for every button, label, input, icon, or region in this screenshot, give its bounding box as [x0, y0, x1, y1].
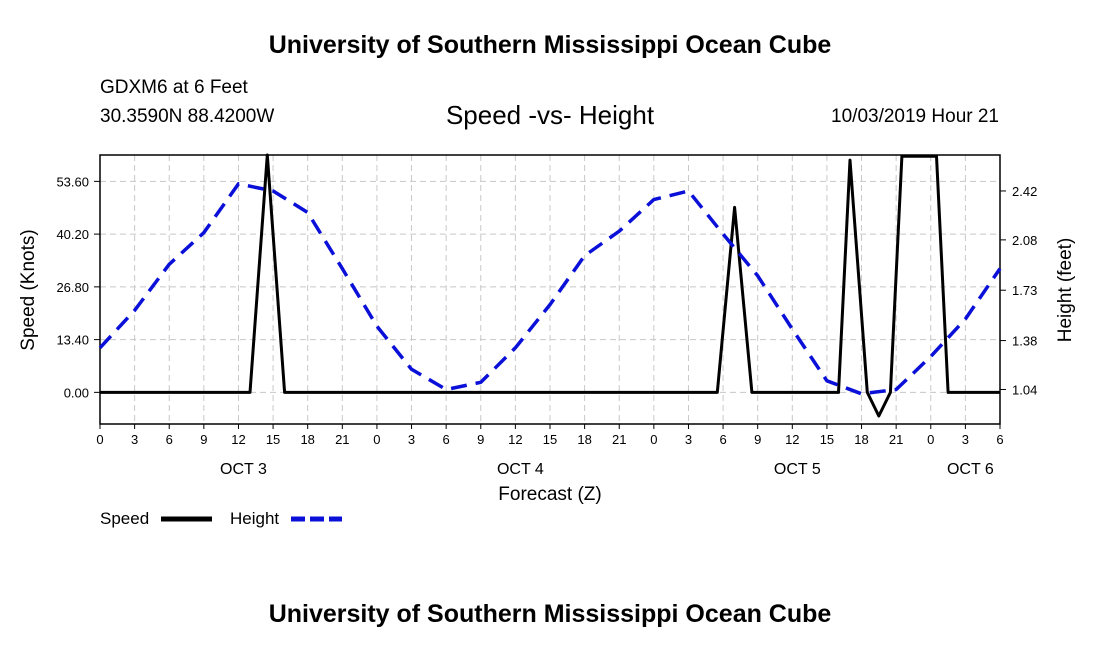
y-axis-title: Speed (Knots) — [18, 229, 39, 350]
x-tick-label: 9 — [754, 432, 761, 447]
y-tick-label: 26.80 — [56, 280, 89, 295]
x-tick-label: 6 — [719, 432, 726, 447]
coordinates-label: 30.3590N 88.4200W — [100, 106, 275, 127]
x-tick-label: 12 — [785, 432, 799, 447]
chart-axes — [94, 154, 1006, 429]
x-tick-label: 0 — [927, 432, 934, 447]
x-tick-label: 3 — [685, 432, 692, 447]
x-tick-label: 18 — [577, 432, 591, 447]
y-tick-label: 13.40 — [56, 333, 89, 348]
day-label: OCT 5 — [774, 461, 821, 478]
y-tick-label: 40.20 — [56, 227, 89, 242]
series-line-speed — [100, 153, 1000, 418]
station-label: GDXM6 at 6 Feet — [100, 77, 248, 98]
x-axis-title: Forecast (Z) — [498, 484, 601, 505]
y2-axis-title: Height (feet) — [1055, 238, 1076, 343]
x-tick-label: 0 — [373, 432, 380, 447]
x-tick-label: 6 — [996, 432, 1003, 447]
x-tick-label: 0 — [650, 432, 657, 447]
series-line-height — [98, 182, 1002, 396]
x-tick-label: 6 — [443, 432, 450, 447]
plot-frame — [99, 154, 1001, 425]
x-tick-label: 15 — [266, 432, 280, 447]
x-tick-label: 18 — [854, 432, 868, 447]
footer-title: University of Southern Mississippi Ocean… — [268, 600, 832, 628]
grid-lines — [99, 155, 1001, 424]
chart-legend: Speed Height — [100, 509, 342, 528]
timestamp-label: 10/03/2019 Hour 21 — [831, 106, 999, 127]
x-tick-label: 6 — [166, 432, 173, 447]
day-label: OCT 4 — [497, 461, 544, 478]
day-label: OCT 6 — [947, 461, 994, 478]
x-tick-label: 3 — [408, 432, 415, 447]
x-tick-label: 3 — [131, 432, 138, 447]
day-label: OCT 3 — [220, 461, 267, 478]
x-tick-label: 12 — [508, 432, 522, 447]
y2-tick-label: 1.73 — [1012, 283, 1037, 298]
x-tick-label: 21 — [335, 432, 349, 447]
x-tick-label: 18 — [300, 432, 314, 447]
x-tick-label: 21 — [889, 432, 903, 447]
x-tick-label: 3 — [962, 432, 969, 447]
x-tick-label: 15 — [820, 432, 834, 447]
axis-labels: 0 3 6 9 12 15 18 21 0 3 6 9 12 15 18 21 0 3 6 9 12 15 18 21 0 3 6 0… — [18, 174, 1076, 505]
legend-label-height: Height — [230, 509, 279, 528]
chart-series — [98, 153, 1002, 418]
y2-tick-label: 2.08 — [1012, 233, 1037, 248]
page-title: University of Southern Mississippi Ocean… — [268, 31, 832, 59]
y2-tick-label: 2.42 — [1012, 184, 1037, 199]
legend-label-speed: Speed — [100, 509, 149, 528]
x-tick-label: 0 — [96, 432, 103, 447]
y-tick-label: 0.00 — [64, 385, 89, 400]
x-tick-label: 9 — [200, 432, 207, 447]
x-tick-label: 21 — [612, 432, 626, 447]
chart-title: Speed -vs- Height — [445, 100, 655, 130]
y2-tick-label: 1.38 — [1012, 334, 1037, 349]
x-tick-label: 12 — [231, 432, 245, 447]
x-tick-label: 15 — [543, 432, 557, 447]
y-tick-label: 53.60 — [56, 174, 89, 189]
y2-tick-label: 1.04 — [1012, 382, 1037, 397]
x-tick-label: 9 — [477, 432, 484, 447]
